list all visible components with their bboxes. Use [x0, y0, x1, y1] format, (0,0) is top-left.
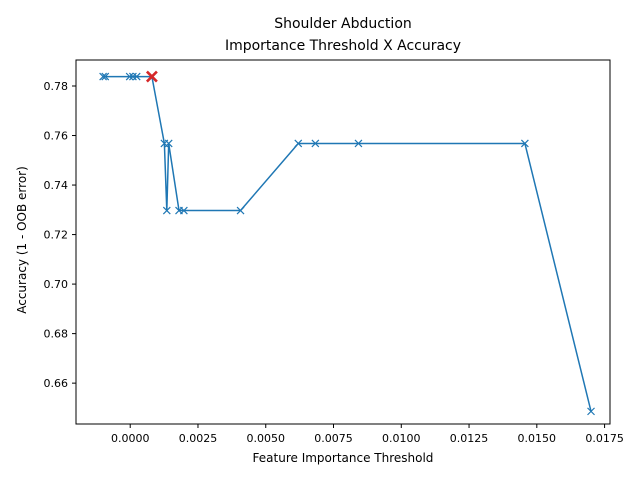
- x-tick-label: 0.0000: [111, 432, 150, 445]
- y-tick-label: 0.68: [44, 328, 69, 341]
- chart-title-line2: Importance Threshold X Accuracy: [225, 38, 461, 54]
- data-point-marker: [128, 72, 137, 81]
- data-point-marker: [99, 72, 108, 81]
- data-point-marker: [179, 206, 188, 215]
- data-point-marker: [520, 139, 529, 148]
- data-point-marker: [354, 139, 363, 148]
- data-point-marker: [311, 139, 320, 148]
- x-tick-label: 0.0175: [585, 432, 624, 445]
- y-tick-label: 0.78: [44, 80, 69, 93]
- x-tick-label: 0.0075: [314, 432, 353, 445]
- x-axis-label: Feature Importance Threshold: [253, 451, 434, 465]
- data-point-marker: [587, 407, 595, 416]
- x-tick-label: 0.0150: [518, 432, 557, 445]
- y-axis: 0.66 0.68 0.70 0.72 0.74 0.76 0.78: [44, 80, 76, 390]
- best-threshold-marker: [145, 70, 158, 83]
- series-line: [103, 75, 592, 412]
- data-point-marker: [162, 206, 171, 215]
- data-point-marker: [101, 72, 110, 81]
- chart-title-line1: Shoulder Abduction: [274, 16, 412, 32]
- series-layer: [99, 70, 595, 416]
- data-point-marker: [236, 206, 245, 215]
- plot-frame: [75, 59, 611, 425]
- y-tick-label: 0.72: [44, 229, 69, 242]
- data-point-marker: [132, 72, 141, 81]
- data-point-marker: [164, 139, 173, 148]
- x-axis: 0.0000 0.0025 0.0050 0.0075 0.0100 0.0125 0.01…: [111, 424, 624, 445]
- y-tick-label: 0.66: [44, 377, 69, 390]
- y-tick-label: 0.74: [44, 179, 69, 192]
- y-axis-label: Accuracy (1 - OOB error): [15, 166, 29, 314]
- plot-area: [75, 59, 611, 425]
- data-point-marker: [294, 139, 303, 148]
- x-tick-label: 0.0125: [450, 432, 489, 445]
- y-tick-label: 0.70: [44, 278, 69, 291]
- data-point-marker: [125, 72, 134, 81]
- x-tick-label: 0.0025: [179, 432, 218, 445]
- y-tick-label: 0.76: [44, 130, 69, 143]
- x-tick-label: 0.0100: [382, 432, 421, 445]
- x-tick-label: 0.0050: [246, 432, 285, 445]
